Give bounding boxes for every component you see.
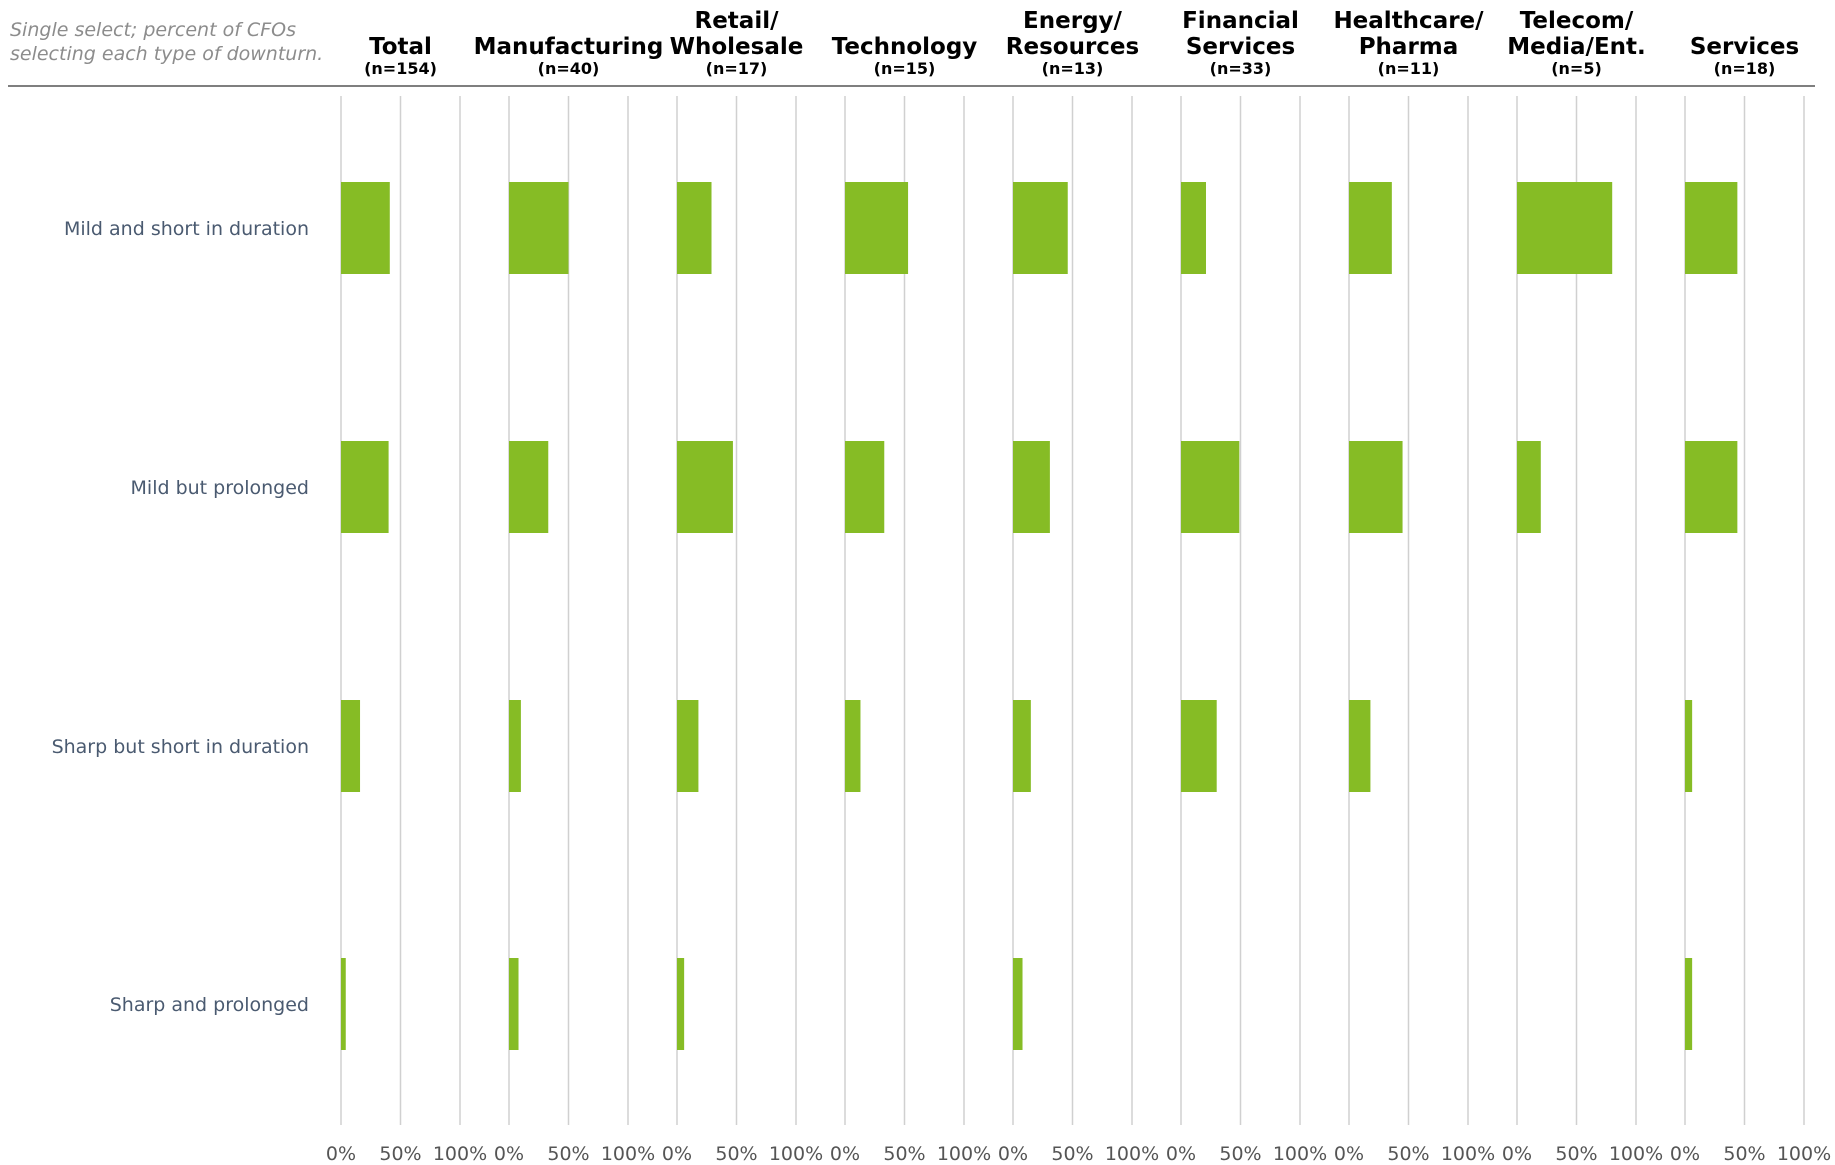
panel-n-label: (n=33)	[1210, 59, 1272, 78]
bar	[1013, 700, 1031, 792]
panel-title: Financial	[1182, 8, 1299, 34]
tick-label: 100%	[1609, 1143, 1663, 1165]
tick-label: 0%	[662, 1143, 692, 1165]
tick-label: 50%	[1387, 1143, 1429, 1165]
bar	[1013, 182, 1068, 274]
bar	[509, 958, 519, 1050]
bar	[1685, 441, 1738, 533]
panel: Technology(n=15) 0% 50% 100%	[830, 34, 991, 1165]
panel-n-label: (n=13)	[1042, 59, 1104, 78]
bar	[341, 958, 346, 1050]
tick-label: 0%	[1334, 1143, 1364, 1165]
tick-label: 100%	[1105, 1143, 1159, 1165]
bar	[1181, 182, 1206, 274]
tick-label: 100%	[601, 1143, 655, 1165]
panel-title: Services	[1186, 34, 1295, 60]
bar	[1181, 441, 1240, 533]
panel: Energy/Resources(n=13) 0% 50% 100%	[998, 8, 1159, 1165]
panel-title: Healthcare/	[1333, 8, 1484, 34]
chart-note-line-2: selecting each type of downturn.	[10, 43, 323, 65]
panel: Healthcare/Pharma(n=11) 0% 50% 100%	[1333, 8, 1495, 1165]
row-labels: Mild and short in duration Mild but prolo…	[52, 218, 309, 1016]
tick-label: 100%	[937, 1143, 991, 1165]
row-label: Mild but prolonged	[131, 477, 309, 499]
bar	[677, 441, 733, 533]
bar	[509, 182, 569, 274]
bar	[1181, 700, 1217, 792]
panel-n-label: (n=154)	[364, 59, 437, 78]
bar	[1013, 441, 1050, 533]
row-label: Sharp and prolonged	[110, 994, 309, 1016]
bar	[845, 700, 861, 792]
panel-title: Retail/	[695, 8, 780, 34]
panel-title: Pharma	[1359, 34, 1459, 60]
panel: Telecom/Media/Ent.(n=5) 0% 50% 100%	[1502, 8, 1663, 1165]
bar	[1685, 182, 1738, 274]
tick-label: 0%	[830, 1143, 860, 1165]
panel-title: Wholesale	[670, 34, 804, 60]
panel-title: Resources	[1006, 34, 1139, 60]
bar	[341, 441, 389, 533]
panel-title: Energy/	[1023, 8, 1122, 34]
bar	[509, 700, 521, 792]
panel: Total(n=154) 0% 50% 100%	[326, 34, 487, 1165]
panel-n-label: (n=11)	[1378, 59, 1440, 78]
bar	[509, 441, 549, 533]
bar	[1349, 182, 1392, 274]
bar	[845, 182, 909, 274]
tick-label: 0%	[1670, 1143, 1700, 1165]
panel-n-label: (n=18)	[1714, 59, 1776, 78]
panel-title: Services	[1690, 34, 1799, 60]
panel-n-label: (n=40)	[538, 59, 600, 78]
panel-n-label: (n=5)	[1551, 59, 1602, 78]
panel: Manufacturing(n=40) 0% 50% 100%	[474, 34, 664, 1165]
tick-label: 50%	[883, 1143, 925, 1165]
tick-label: 50%	[547, 1143, 589, 1165]
tick-label: 0%	[1502, 1143, 1532, 1165]
tick-label: 100%	[433, 1143, 487, 1165]
bar	[1517, 182, 1613, 274]
tick-label: 0%	[1166, 1143, 1196, 1165]
panel-title: Manufacturing	[474, 34, 664, 60]
bar	[845, 441, 885, 533]
tick-label: 50%	[379, 1143, 421, 1165]
panel-title: Total	[369, 34, 432, 60]
tick-label: 50%	[715, 1143, 757, 1165]
panel-title: Telecom/	[1520, 8, 1634, 34]
bar	[341, 700, 361, 792]
bar	[1517, 441, 1541, 533]
panel-n-label: (n=17)	[706, 59, 768, 78]
tick-label: 100%	[1273, 1143, 1327, 1165]
bar	[677, 958, 685, 1050]
bar	[677, 700, 699, 792]
panel-title: Technology	[832, 34, 978, 60]
bar	[341, 182, 390, 274]
panel: Retail/Wholesale(n=17) 0% 50% 100%	[662, 8, 823, 1165]
tick-label: 50%	[1723, 1143, 1765, 1165]
panels: Total(n=154)0% 50% 100%Manufacturing(n=40)…	[326, 8, 1831, 1165]
tick-label: 100%	[1777, 1143, 1831, 1165]
tick-label: 0%	[494, 1143, 524, 1165]
panel-n-label: (n=15)	[874, 59, 936, 78]
tick-label: 0%	[326, 1143, 356, 1165]
tick-label: 100%	[769, 1143, 823, 1165]
bar	[1685, 958, 1693, 1050]
tick-label: 50%	[1219, 1143, 1261, 1165]
panel-title: Media/Ent.	[1507, 34, 1646, 60]
bar	[1349, 441, 1403, 533]
bar	[1013, 958, 1023, 1050]
tick-label: 0%	[998, 1143, 1028, 1165]
bar	[1685, 700, 1693, 792]
bar	[1349, 700, 1371, 792]
row-label: Mild and short in duration	[64, 218, 309, 240]
tick-label: 50%	[1555, 1143, 1597, 1165]
chart-note-line-1: Single select; percent of CFOs	[10, 19, 296, 41]
row-label: Sharp but short in duration	[52, 736, 309, 758]
tick-label: 50%	[1051, 1143, 1093, 1165]
panel: Services(n=18) 0% 50% 100%	[1670, 34, 1831, 1165]
bar	[677, 182, 712, 274]
tick-label: 100%	[1441, 1143, 1495, 1165]
